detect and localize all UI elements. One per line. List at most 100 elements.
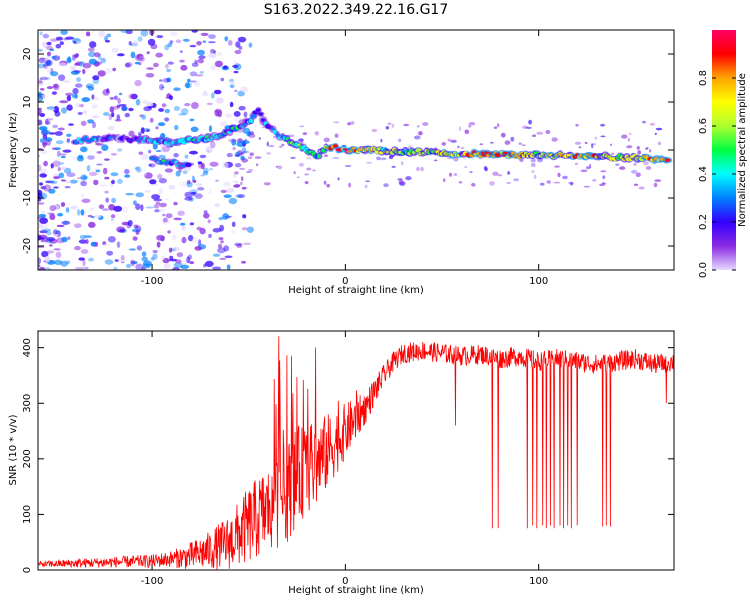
x-tick-label: -100 [141, 576, 164, 587]
noise-blob [46, 139, 51, 146]
noise-blob [59, 100, 68, 104]
noise-blob [554, 165, 560, 168]
noise-blob [178, 113, 187, 116]
noise-blob [194, 59, 198, 64]
noise-blob [113, 266, 118, 270]
noise-blob [166, 77, 172, 83]
noise-blob [186, 180, 191, 185]
noise-blob [173, 87, 181, 91]
noise-blob [39, 56, 45, 62]
noise-blob [273, 135, 276, 139]
noise-blob [135, 230, 140, 235]
noise-blob [208, 233, 212, 239]
noise-blob [61, 107, 67, 114]
noise-blob [87, 155, 95, 160]
noise-blob [232, 174, 237, 178]
noise-blob [80, 146, 88, 153]
noise-blob [49, 244, 53, 247]
noise-blob [464, 129, 470, 135]
noise-blob [38, 80, 44, 86]
noise-blob [654, 179, 662, 183]
noise-blob [39, 168, 48, 174]
noise-blob [164, 168, 173, 173]
noise-blob [167, 230, 171, 234]
noise-blob [92, 75, 100, 81]
noise-blob [128, 248, 137, 251]
noise-blob [42, 228, 52, 232]
noise-blob [167, 42, 173, 48]
noise-blob [39, 93, 46, 99]
noise-blob [164, 108, 170, 114]
noise-blob [39, 113, 46, 117]
noise-blob [531, 170, 535, 174]
noise-blob [442, 178, 446, 183]
noise-blob [125, 263, 132, 269]
noise-blob [81, 198, 91, 203]
noise-blob [242, 214, 247, 219]
noise-blob [48, 188, 56, 194]
noise-blob [631, 170, 638, 174]
noise-blob [159, 202, 167, 208]
noise-blob [179, 59, 185, 63]
noise-blob [133, 200, 137, 206]
noise-blob [230, 230, 236, 235]
noise-blob [348, 182, 351, 188]
noise-blob [400, 161, 404, 166]
noise-blob [64, 180, 72, 184]
noise-blob [88, 221, 96, 228]
noise-blob [53, 186, 59, 189]
noise-blob [60, 260, 68, 267]
noise-blob [299, 125, 305, 128]
noise-blob [85, 31, 91, 37]
noise-blob [135, 98, 141, 106]
noise-blob [633, 163, 637, 166]
colorbar-ticks: 0.0 0.2 0.4 0.6 0.8 [698, 70, 736, 278]
noise-blob [638, 186, 645, 190]
noise-blob [248, 133, 256, 138]
noise-blob [106, 33, 112, 38]
noise-blob [175, 170, 181, 177]
noise-blob [591, 143, 594, 149]
y-tick-label: 10 [22, 96, 33, 109]
noise-blob [194, 193, 203, 199]
noise-blob [39, 138, 45, 143]
noise-blob [304, 181, 309, 185]
noise-blob [87, 119, 95, 124]
noise-blob [173, 106, 181, 111]
noise-blob [65, 207, 70, 213]
noise-blob [74, 83, 83, 88]
noise-blob [110, 153, 118, 156]
noise-blob [67, 236, 71, 240]
noise-blob [66, 172, 76, 177]
noise-blob [210, 141, 216, 149]
x-tick-label: 100 [529, 576, 548, 587]
noise-blob [232, 60, 238, 66]
noise-blob [220, 189, 227, 194]
noise-blob [510, 136, 515, 142]
y-tick-label: -20 [22, 238, 33, 254]
noise-blob [231, 138, 237, 146]
y-tick-label: 20 [22, 48, 33, 61]
noise-blob [146, 102, 154, 107]
noise-blob [189, 189, 198, 194]
noise-blob [583, 185, 591, 188]
noise-blob [46, 86, 54, 90]
noise-blob [222, 161, 229, 169]
noise-blob [51, 91, 58, 95]
noise-blob [179, 180, 187, 188]
noise-blob [323, 180, 327, 185]
noise-blob [364, 184, 368, 189]
noise-blob [192, 179, 197, 183]
noise-blob [229, 84, 235, 89]
noise-blob [54, 131, 63, 136]
noise-blob [557, 172, 561, 178]
noise-blob [293, 171, 296, 175]
noise-blob [161, 146, 171, 153]
noise-blob [57, 167, 61, 172]
noise-blob [101, 144, 109, 151]
noise-blob [161, 255, 165, 260]
noise-blob [504, 140, 511, 145]
noise-blob [80, 174, 88, 181]
noise-blob [152, 249, 158, 254]
noise-blob [513, 178, 520, 182]
